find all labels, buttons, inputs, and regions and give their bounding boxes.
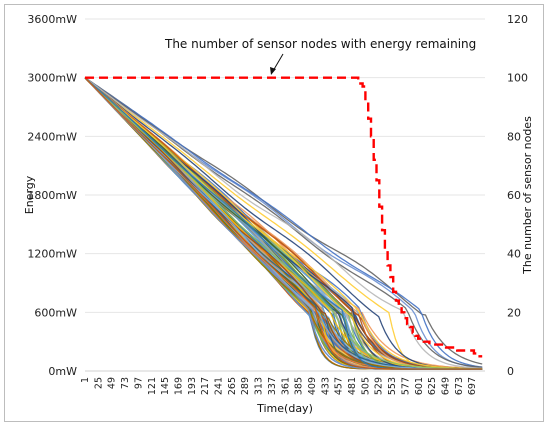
y2-tick-label: 20 <box>507 306 521 319</box>
y-tick-label: 3600mW <box>27 13 77 26</box>
x-tick-label: 553 <box>387 377 398 395</box>
y2-tick-label: 100 <box>507 72 528 85</box>
chart-frame: 0mW 600mW 1200mW 1800mW 2400mW 3000mW 3600mW 0… <box>4 4 544 422</box>
y-axis-ticks: 0mW 600mW 1200mW 1800mW 2400mW 3000mW 3600mW <box>27 13 77 378</box>
y-tick-label: 1200mW <box>27 248 77 261</box>
x-tick-label: 121 <box>147 377 158 395</box>
x-tick-label: 337 <box>267 377 278 395</box>
x-tick-label: 409 <box>307 377 318 395</box>
annotation-arrow <box>270 53 284 75</box>
x-tick-label: 1 <box>80 377 91 383</box>
x-tick-label: 505 <box>360 377 371 395</box>
energy-chart: 0mW 600mW 1200mW 1800mW 2400mW 3000mW 3600mW 0… <box>23 13 534 415</box>
y-tick-label: 600mW <box>34 306 77 319</box>
annotation-text: The number of sensor nodes with energy r… <box>164 37 476 51</box>
x-tick-label: 145 <box>160 377 171 395</box>
x-tick-label: 241 <box>214 377 225 395</box>
grid-lines <box>85 18 485 372</box>
y2-tick-label: 0 <box>507 365 514 378</box>
x-tick-label: 25 <box>93 377 104 389</box>
x-tick-label: 169 <box>173 377 184 395</box>
x-tick-label: 289 <box>240 377 251 395</box>
energy-series-line <box>84 77 483 370</box>
x-axis-ticks: 1 25 49 73 97 121 145 169 193 217 241 265 289 313 337 3… <box>80 377 478 395</box>
x-tick-label: 529 <box>374 377 385 395</box>
x-tick-label: 457 <box>334 377 345 395</box>
x-tick-label: 433 <box>320 377 331 395</box>
y-axis-label: Energy <box>23 175 36 214</box>
x-tick-label: 313 <box>254 377 265 395</box>
energy-series-line <box>84 77 483 370</box>
y-tick-label: 0mW <box>48 365 77 378</box>
x-tick-label: 49 <box>107 377 118 389</box>
x-tick-label: 481 <box>347 377 358 395</box>
x-tick-label: 385 <box>294 377 305 395</box>
x-tick-label: 193 <box>187 377 198 395</box>
x-tick-label: 361 <box>280 377 291 395</box>
energy-series-line <box>84 77 483 370</box>
x-tick-label: 217 <box>200 377 211 395</box>
x-tick-label: 673 <box>454 377 465 395</box>
y2-tick-label: 120 <box>507 13 528 26</box>
y2-tick-label: 80 <box>507 130 521 143</box>
x-tick-label: 577 <box>400 377 411 395</box>
y2-tick-label: 60 <box>507 189 521 202</box>
x-axis-label: Time(day) <box>256 402 313 415</box>
x-tick-label: 697 <box>467 377 478 395</box>
y2-axis-ticks: 0 20 40 60 80 100 120 <box>507 13 528 378</box>
y2-axis-label: The number of sensor nodes <box>521 116 534 275</box>
y-tick-label: 3000mW <box>27 72 77 85</box>
energy-series-line <box>84 77 483 369</box>
y-tick-label: 2400mW <box>27 130 77 143</box>
y-tick-label: 1800mW <box>27 189 77 202</box>
energy-series-line <box>84 77 483 368</box>
x-tick-label: 601 <box>414 377 425 395</box>
annotation-arrow-shaft <box>272 53 284 72</box>
x-tick-label: 625 <box>427 377 438 395</box>
energy-series-group <box>84 77 483 370</box>
x-tick-label: 649 <box>441 377 452 395</box>
x-tick-label: 97 <box>133 377 144 389</box>
annotation-arrow-head <box>270 67 276 75</box>
x-tick-label: 73 <box>120 377 131 389</box>
energy-series-line <box>84 77 483 370</box>
x-tick-label: 265 <box>227 377 238 395</box>
y2-tick-label: 40 <box>507 248 521 261</box>
